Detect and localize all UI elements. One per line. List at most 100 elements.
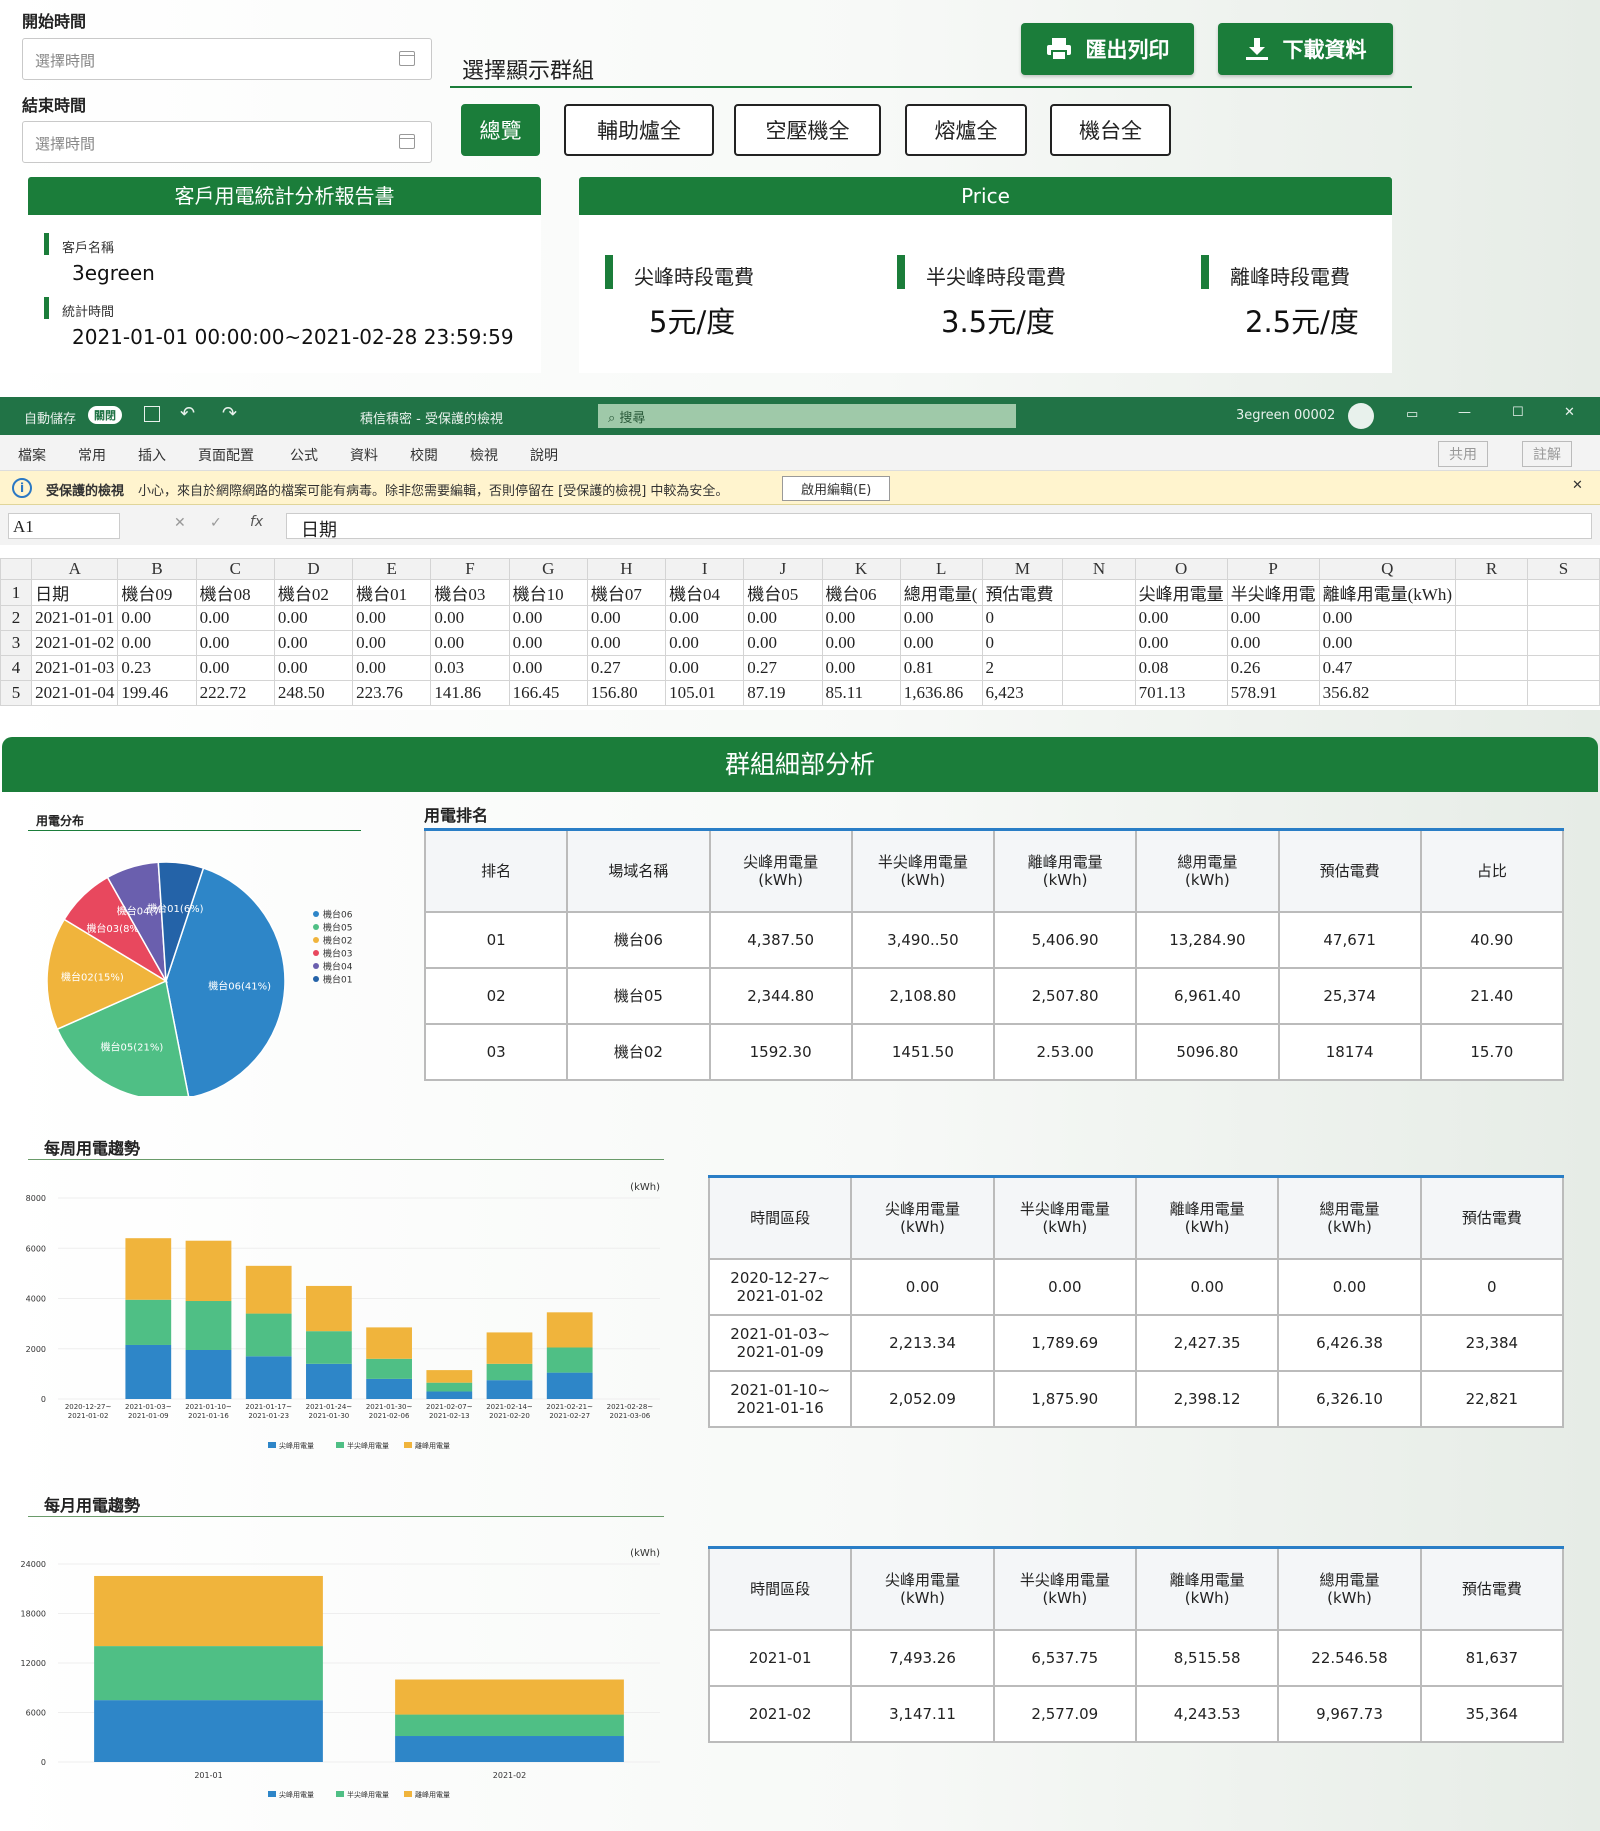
- column-header[interactable]: M: [981, 558, 1064, 580]
- sheet-cell[interactable]: 0.00: [899, 605, 983, 631]
- sheet-cell[interactable]: 0.00: [273, 655, 354, 681]
- sheet-cell[interactable]: [1454, 630, 1529, 656]
- sheet-cell[interactable]: 機台10: [508, 579, 588, 606]
- function-icon[interactable]: fx: [250, 514, 264, 530]
- sheet-cell[interactable]: 0.08: [1134, 655, 1228, 681]
- sheet-cell[interactable]: 0.00: [430, 630, 510, 656]
- menu-home[interactable]: 常用: [78, 448, 106, 464]
- save-icon[interactable]: [144, 406, 160, 422]
- avatar[interactable]: [1348, 403, 1374, 429]
- sheet-cell[interactable]: 0.00: [195, 630, 275, 656]
- ribbon-display-icon[interactable]: ▭: [1406, 407, 1419, 422]
- sheet-cell[interactable]: 85.11: [821, 680, 901, 706]
- sheet-cell[interactable]: [1062, 680, 1136, 706]
- menu-help[interactable]: 說明: [530, 448, 558, 464]
- select-all-corner[interactable]: [0, 558, 33, 580]
- sheet-cell[interactable]: 0.00: [352, 630, 432, 656]
- row-header[interactable]: 3: [0, 630, 33, 656]
- sheet-cell[interactable]: 156.80: [586, 680, 667, 706]
- column-header[interactable]: C: [195, 558, 275, 580]
- sheet-cell[interactable]: 0.00: [508, 630, 588, 656]
- enable-editing-button[interactable]: 啟用編輯(E): [782, 476, 891, 501]
- sheet-cell[interactable]: 0.00: [117, 630, 197, 656]
- column-header[interactable]: O: [1134, 558, 1228, 580]
- close-icon[interactable]: ✕: [1564, 405, 1575, 420]
- menu-insert[interactable]: 插入: [138, 448, 166, 464]
- tab-machines[interactable]: 機台全: [1050, 104, 1171, 156]
- sheet-cell[interactable]: 0.00: [743, 630, 823, 656]
- sheet-cell[interactable]: 0.27: [743, 655, 823, 681]
- minimize-icon[interactable]: —: [1458, 405, 1471, 420]
- sheet-cell[interactable]: 預估電費: [981, 579, 1064, 606]
- sheet-cell[interactable]: 機台01: [352, 579, 432, 606]
- sheet-cell[interactable]: 356.82: [1318, 680, 1457, 706]
- sheet-cell[interactable]: 機台08: [195, 579, 275, 606]
- sheet-cell[interactable]: [1527, 579, 1600, 606]
- sheet-cell[interactable]: 0.00: [117, 605, 197, 631]
- sheet-cell[interactable]: [1527, 630, 1600, 656]
- sheet-cell[interactable]: 0.00: [1318, 630, 1457, 656]
- row-header[interactable]: 4: [0, 655, 33, 681]
- redo-icon[interactable]: ↷: [222, 403, 238, 424]
- sheet-cell[interactable]: 166.45: [508, 680, 588, 706]
- sheet-cell[interactable]: [1527, 680, 1600, 706]
- sheet-cell[interactable]: 機台09: [117, 579, 197, 606]
- sheet-cell[interactable]: 0.00: [665, 605, 745, 631]
- sheet-cell[interactable]: [1454, 579, 1529, 606]
- sheet-cell[interactable]: 2021-01-01: [31, 605, 119, 631]
- sheet-cell[interactable]: [1062, 655, 1136, 681]
- sheet-cell[interactable]: 日期: [31, 579, 119, 606]
- column-header[interactable]: K: [821, 558, 901, 580]
- tab-melting-furnace[interactable]: 熔爐全: [905, 104, 1027, 156]
- sheet-cell[interactable]: 0: [981, 630, 1064, 656]
- sheet-cell[interactable]: 199.46: [117, 680, 197, 706]
- sheet-cell[interactable]: 1,636.86: [899, 680, 983, 706]
- start-time-input[interactable]: 選擇時間: [22, 38, 432, 80]
- sheet-cell[interactable]: 0.00: [1134, 630, 1228, 656]
- column-header[interactable]: Q: [1318, 558, 1457, 580]
- sheet-cell[interactable]: 0.00: [1226, 605, 1320, 631]
- sheet-cell[interactable]: 0.00: [586, 630, 667, 656]
- row-header[interactable]: 2: [0, 605, 33, 631]
- sheet-cell[interactable]: 0.00: [665, 655, 745, 681]
- column-header[interactable]: P: [1226, 558, 1320, 580]
- sheet-cell[interactable]: [1062, 579, 1136, 606]
- spreadsheet-grid[interactable]: A B C D E F G H I J K L M N O P Q R S 1 日期 機台09 機台08 機台02 機台01 機台…: [0, 558, 1600, 706]
- sheet-cell[interactable]: [1062, 605, 1136, 631]
- sheet-cell[interactable]: 701.13: [1134, 680, 1228, 706]
- sheet-cell[interactable]: 105.01: [665, 680, 745, 706]
- column-header[interactable]: I: [665, 558, 745, 580]
- sheet-cell[interactable]: [1454, 605, 1529, 631]
- sheet-cell[interactable]: 0.00: [508, 655, 588, 681]
- column-header[interactable]: D: [273, 558, 354, 580]
- export-print-button[interactable]: 匯出列印: [1021, 23, 1194, 75]
- sheet-cell[interactable]: 0.00: [352, 605, 432, 631]
- sheet-cell[interactable]: 0.00: [430, 605, 510, 631]
- sheet-cell[interactable]: 總用電量(: [899, 579, 983, 606]
- column-header[interactable]: F: [430, 558, 510, 580]
- sheet-cell[interactable]: 0.00: [1226, 630, 1320, 656]
- sheet-cell[interactable]: 248.50: [273, 680, 354, 706]
- menu-page-layout[interactable]: 頁面配置: [198, 448, 254, 464]
- column-header[interactable]: S: [1527, 558, 1600, 580]
- calendar-icon[interactable]: [399, 51, 415, 66]
- download-data-button[interactable]: 下載資料: [1218, 23, 1393, 75]
- column-header[interactable]: L: [899, 558, 983, 580]
- row-header[interactable]: 1: [0, 579, 33, 606]
- sheet-cell[interactable]: 0.00: [899, 630, 983, 656]
- sheet-cell[interactable]: 0.00: [273, 605, 354, 631]
- sheet-cell[interactable]: 0.00: [586, 605, 667, 631]
- sheet-cell[interactable]: 0.00: [195, 605, 275, 631]
- close-bar-icon[interactable]: ✕: [1572, 478, 1583, 493]
- sheet-cell[interactable]: 87.19: [743, 680, 823, 706]
- sheet-cell[interactable]: 2021-01-04: [31, 680, 119, 706]
- sheet-cell[interactable]: 機台05: [743, 579, 823, 606]
- menu-formulas[interactable]: 公式: [290, 448, 318, 464]
- maximize-icon[interactable]: ☐: [1512, 405, 1524, 420]
- sheet-cell[interactable]: [1454, 655, 1529, 681]
- sheet-cell[interactable]: [1527, 605, 1600, 631]
- sheet-cell[interactable]: 2021-01-02: [31, 630, 119, 656]
- column-header[interactable]: N: [1062, 558, 1136, 580]
- sheet-cell[interactable]: [1454, 680, 1529, 706]
- sheet-cell[interactable]: 0.81: [899, 655, 983, 681]
